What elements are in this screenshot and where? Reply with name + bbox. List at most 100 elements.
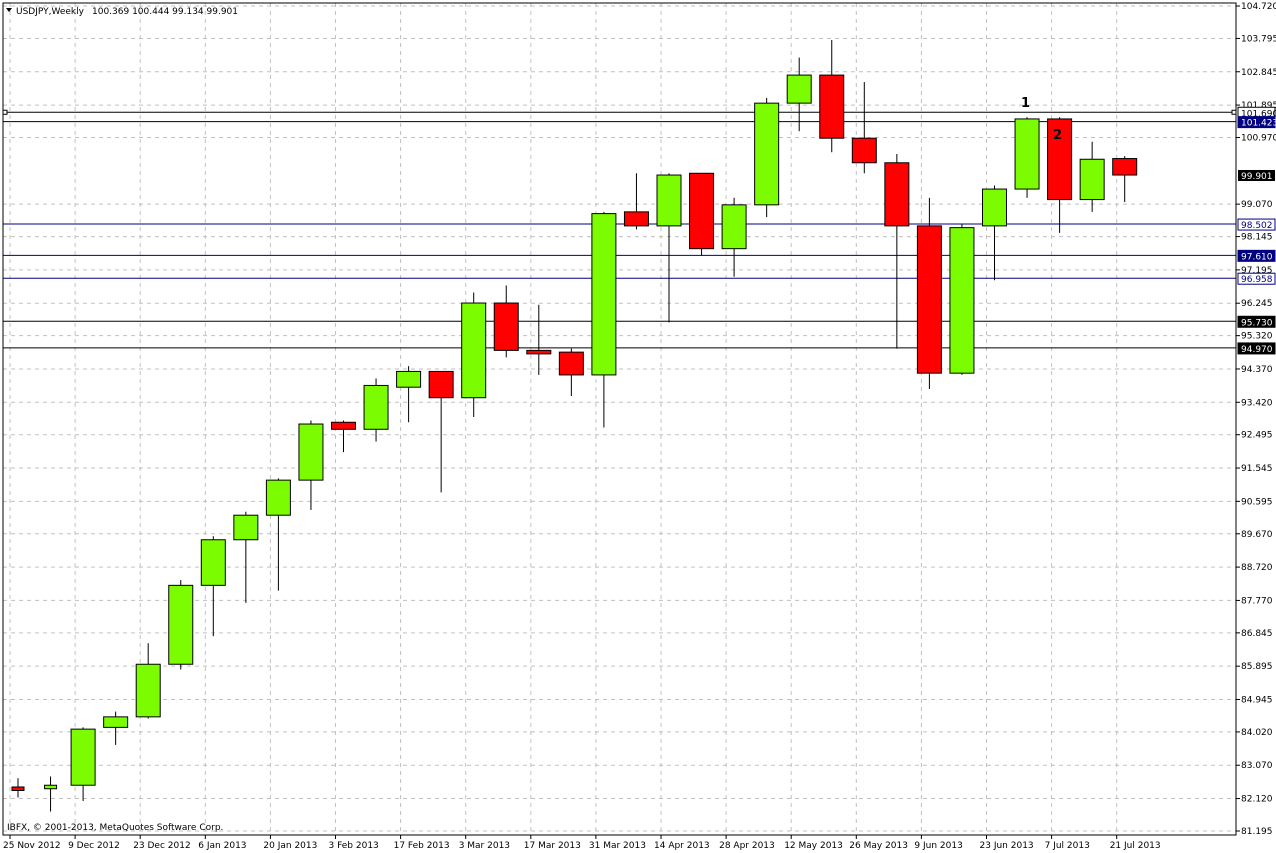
candle <box>298 420 324 510</box>
y-tick-label: 94.370 <box>1241 365 1273 375</box>
hline-label: 97.610 <box>1241 252 1273 262</box>
candle <box>591 211 617 428</box>
hline-handle-right[interactable] <box>1231 109 1237 115</box>
candle <box>200 536 226 637</box>
copyright-text: IBFX, © 2001-2013, MetaQuotes Software C… <box>7 823 223 833</box>
candle-body-bear <box>851 137 877 164</box>
horizontal-lines <box>2 109 1237 349</box>
candle-body-bull <box>461 302 487 399</box>
candle-body-bear <box>558 351 584 376</box>
candle-body-bear <box>526 349 552 355</box>
candle-body-bull <box>754 102 780 206</box>
hline-label: 101.423 <box>1241 119 1276 129</box>
x-tick-label: 14 Apr 2013 <box>654 841 710 851</box>
x-tick-label: 31 Mar 2013 <box>589 841 646 851</box>
candle <box>786 57 812 132</box>
candle <box>44 776 58 812</box>
candle-body-bull <box>1079 158 1105 201</box>
dropdown-triangle-icon[interactable] <box>6 8 12 12</box>
grid <box>3 3 1236 835</box>
candle-body-bull <box>233 514 259 541</box>
y-tick-label: 84.945 <box>1241 695 1273 705</box>
hline-label: 101.690 <box>1241 109 1276 119</box>
hline-label-box <box>1237 272 1276 285</box>
y-tick-label: 100.970 <box>1241 134 1276 144</box>
candle <box>623 173 649 230</box>
current-price-label: 99.901 <box>1241 172 1273 182</box>
candle-body-bull <box>103 716 129 728</box>
x-tick-label: 9 Dec 2012 <box>68 841 120 851</box>
y-tick-label: 86.845 <box>1241 629 1273 639</box>
candle <box>1079 141 1105 212</box>
candle-body-bull <box>265 479 291 516</box>
hline-label: 95.730 <box>1241 318 1273 328</box>
candle <box>689 172 715 256</box>
y-tick-label: 87.770 <box>1241 596 1273 606</box>
candle <box>103 711 129 745</box>
y-tick-label: 88.720 <box>1241 563 1273 573</box>
y-tick-label: 84.020 <box>1241 728 1273 738</box>
candle <box>884 153 910 349</box>
chart-title: USDJPY,Weekly <box>16 7 85 17</box>
candle <box>461 292 487 418</box>
hline-label-box <box>1237 116 1276 129</box>
candle <box>819 40 845 153</box>
y-tick-label: 103.795 <box>1241 34 1276 44</box>
candle-body-bear <box>819 74 845 139</box>
x-tick-label: 20 Jan 2013 <box>263 841 317 851</box>
x-tick-label: 6 Jan 2013 <box>198 841 246 851</box>
candle-body-bull <box>200 539 226 586</box>
y-axis: 104.720 103.795 102.845 101.895 100.970 99.07… <box>1236 2 1276 837</box>
candle <box>135 643 161 719</box>
x-tick-label: 12 May 2013 <box>784 841 843 851</box>
candle <box>265 478 291 591</box>
hline-label: 94.970 <box>1241 345 1273 355</box>
hline-label: 98.502 <box>1241 221 1273 231</box>
candle-body-bear <box>623 211 649 227</box>
candle-body-bull <box>298 423 324 481</box>
x-tick-label: 7 Jul 2013 <box>1045 841 1090 851</box>
candle-body-bear <box>331 421 356 430</box>
candle <box>558 348 584 396</box>
candle <box>11 778 25 798</box>
y-tick-label: 102.845 <box>1241 68 1276 78</box>
y-tick-label: 99.070 <box>1241 200 1273 210</box>
candle <box>168 580 194 670</box>
y-tick-label: 81.195 <box>1241 827 1273 837</box>
candle <box>331 420 356 453</box>
candle-body-bull <box>70 728 96 786</box>
candle <box>982 185 1007 281</box>
candle-body-bull <box>44 784 58 790</box>
candle-body-bull <box>1014 118 1040 190</box>
y-tick-label: 97.195 <box>1241 266 1273 276</box>
y-tick-label: 89.670 <box>1241 530 1273 540</box>
candle-body-bear <box>689 172 715 250</box>
hline-handle-left[interactable] <box>2 109 8 115</box>
chart-header: USDJPY,Weekly 100.369 100.444 99.134 99.… <box>6 7 238 17</box>
candle <box>851 82 877 174</box>
candle <box>70 727 96 802</box>
x-tick-label: 23 Jun 2013 <box>980 841 1034 851</box>
y-tick-label: 90.595 <box>1241 497 1273 507</box>
hline-label-box <box>1237 218 1276 231</box>
candle <box>363 378 389 442</box>
candle-body-bull <box>168 584 194 665</box>
candle <box>754 97 780 218</box>
candle-body-bull <box>949 227 975 374</box>
candle-body-bear <box>916 225 942 374</box>
x-tick-label: 28 Apr 2013 <box>719 841 775 851</box>
candle-body-bull <box>396 370 422 388</box>
y-tick-label: 101.895 <box>1241 101 1276 111</box>
candles <box>11 40 1138 812</box>
hline-label: 96.958 <box>1241 275 1273 285</box>
x-tick-label: 17 Feb 2013 <box>394 841 450 851</box>
candle <box>526 304 552 375</box>
annotation-1: 1 <box>1021 96 1030 111</box>
candle <box>233 511 259 603</box>
candle-body-bull <box>721 204 747 250</box>
candle <box>721 197 747 277</box>
candle-body-bull <box>363 384 389 430</box>
candle-body-bull <box>135 663 161 718</box>
chart-ohlc: 100.369 100.444 99.134 99.901 <box>92 7 238 17</box>
